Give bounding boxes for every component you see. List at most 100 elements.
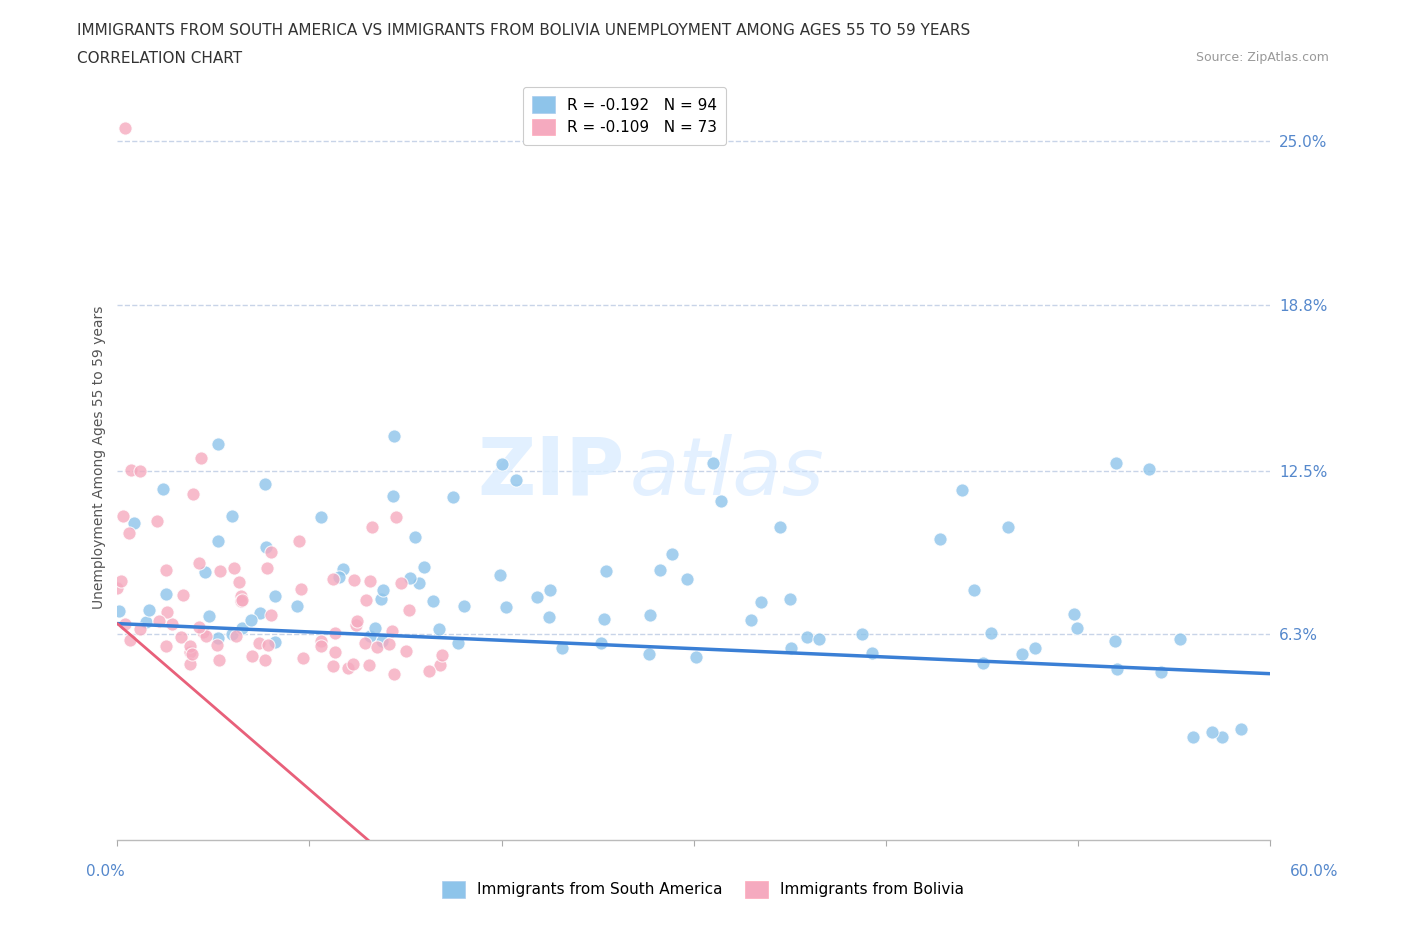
Point xyxy=(371,633,394,648)
Point xyxy=(354,592,377,607)
Point xyxy=(287,533,309,548)
Point xyxy=(1024,641,1046,656)
Point xyxy=(145,513,167,528)
Point xyxy=(264,634,287,649)
Point xyxy=(385,509,408,524)
Point xyxy=(412,559,434,574)
Point xyxy=(346,613,368,628)
Point xyxy=(328,569,350,584)
Point xyxy=(491,457,513,472)
Point xyxy=(429,658,451,672)
Point xyxy=(208,564,231,578)
Point xyxy=(1181,729,1204,744)
Point xyxy=(740,612,762,627)
Point xyxy=(495,600,517,615)
Point xyxy=(155,563,177,578)
Point xyxy=(156,605,179,620)
Point xyxy=(381,488,404,503)
Point xyxy=(1137,462,1160,477)
Point xyxy=(972,656,994,671)
Point xyxy=(155,638,177,653)
Point xyxy=(114,617,136,631)
Point xyxy=(254,539,277,554)
Point xyxy=(322,572,344,587)
Point xyxy=(152,482,174,497)
Text: ZIP: ZIP xyxy=(477,434,624,512)
Point xyxy=(332,561,354,576)
Point xyxy=(208,652,231,667)
Point xyxy=(309,633,332,648)
Point xyxy=(207,631,229,646)
Point xyxy=(311,638,333,653)
Y-axis label: Unemployment Among Ages 55 to 59 years: Unemployment Among Ages 55 to 59 years xyxy=(93,306,107,609)
Point xyxy=(247,636,270,651)
Point xyxy=(122,515,145,530)
Point xyxy=(225,629,247,644)
Point xyxy=(120,462,142,477)
Point xyxy=(129,463,152,478)
Point xyxy=(336,661,359,676)
Point xyxy=(1150,665,1173,680)
Point xyxy=(191,624,214,639)
Point xyxy=(254,476,277,491)
Point xyxy=(240,648,263,663)
Point xyxy=(1104,634,1126,649)
Text: IMMIGRANTS FROM SOUTH AMERICA VS IMMIGRANTS FROM BOLIVIA UNEMPLOYMENT AMONG AGES: IMMIGRANTS FROM SOUTH AMERICA VS IMMIGRA… xyxy=(77,23,970,38)
Point xyxy=(198,609,221,624)
Point xyxy=(354,635,377,650)
Point xyxy=(950,483,973,498)
Point xyxy=(997,520,1019,535)
Point xyxy=(148,614,170,629)
Text: atlas: atlas xyxy=(630,434,825,512)
Point xyxy=(381,624,404,639)
Point xyxy=(1211,729,1233,744)
Point xyxy=(179,657,201,671)
Point xyxy=(538,610,561,625)
Point xyxy=(160,617,183,631)
Point xyxy=(179,638,201,653)
Point xyxy=(1066,620,1088,635)
Point xyxy=(257,638,280,653)
Point xyxy=(207,437,229,452)
Point xyxy=(399,571,422,586)
Point xyxy=(111,509,134,524)
Point xyxy=(359,574,381,589)
Point xyxy=(172,587,194,602)
Point xyxy=(595,565,617,579)
Point xyxy=(291,651,314,666)
Point xyxy=(382,429,405,444)
Point xyxy=(526,590,548,604)
Point xyxy=(648,563,671,578)
Text: CORRELATION CHART: CORRELATION CHART xyxy=(77,51,242,66)
Point xyxy=(322,659,344,674)
Point xyxy=(851,626,873,641)
Point xyxy=(702,456,724,471)
Point xyxy=(780,641,803,656)
Point xyxy=(685,649,707,664)
Point xyxy=(359,658,381,673)
Point xyxy=(117,525,139,540)
Legend: Immigrants from South America, Immigrants from Bolivia: Immigrants from South America, Immigrant… xyxy=(436,875,970,904)
Point xyxy=(418,663,440,678)
Point xyxy=(676,572,699,587)
Point xyxy=(325,644,347,659)
Point xyxy=(749,594,772,609)
Point xyxy=(259,607,281,622)
Point xyxy=(231,620,253,635)
Point xyxy=(710,493,733,508)
Point xyxy=(129,622,152,637)
Point xyxy=(194,565,217,579)
Point xyxy=(188,556,211,571)
Point xyxy=(638,646,661,661)
Text: 60.0%: 60.0% xyxy=(1291,864,1339,879)
Point xyxy=(190,450,212,465)
Point xyxy=(382,667,405,682)
Point xyxy=(860,645,883,660)
Point xyxy=(661,547,683,562)
Point xyxy=(229,593,252,608)
Point xyxy=(138,603,160,618)
Point xyxy=(1105,456,1128,471)
Point xyxy=(290,581,312,596)
Point xyxy=(373,582,395,597)
Point xyxy=(118,632,141,647)
